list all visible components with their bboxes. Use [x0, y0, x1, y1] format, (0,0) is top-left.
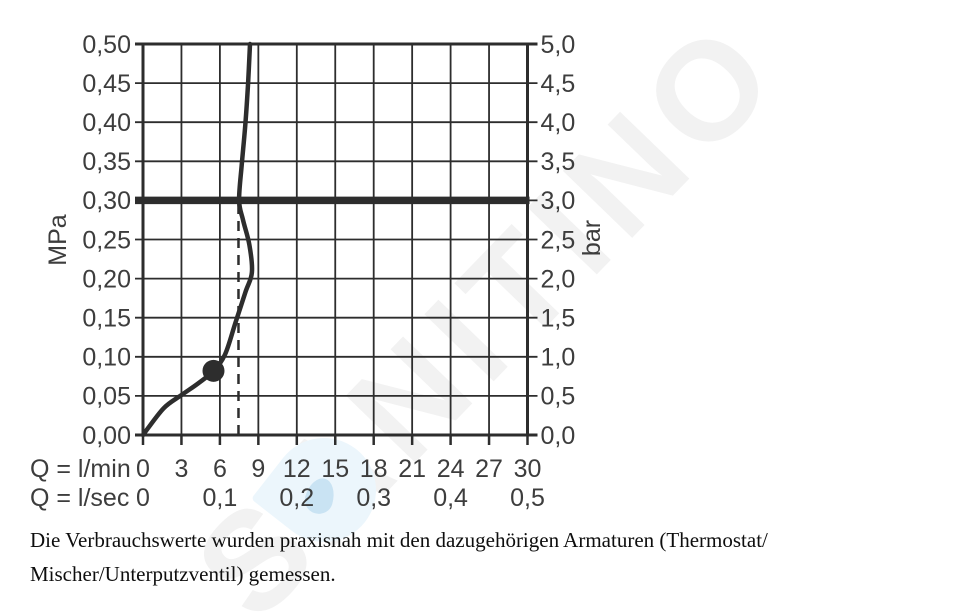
x-axis-unit-lsec: Q = l/sec [30, 484, 129, 512]
x-lmin-tick-label: 30 [514, 455, 542, 483]
y-left-tick-label: 0,00 [82, 422, 131, 450]
y-left-axis-title: MPa [44, 214, 72, 266]
x-lmin-tick-label: 15 [321, 455, 349, 483]
y-right-tick-label: 4,0 [541, 109, 576, 137]
x-lmin-tick-label: 3 [174, 455, 188, 483]
x-lmin-tick-label: 12 [283, 455, 311, 483]
x-lsec-tick-label: 0 [136, 484, 150, 512]
x-lmin-tick-label: 0 [136, 455, 150, 483]
y-left-tick-label: 0,45 [82, 70, 131, 98]
x-lmin-tick-label: 21 [398, 455, 426, 483]
y-left-tick-label: 0,10 [82, 344, 131, 372]
caption-line-2: Mischer/Unterputzventil) gemessen. [30, 562, 336, 586]
y-left-tick-label: 0,35 [82, 148, 131, 176]
y-right-tick-label: 4,5 [541, 70, 576, 98]
y-right-tick-label: 0,5 [541, 383, 576, 411]
y-left-tick-label: 0,05 [82, 383, 131, 411]
flow-curve [140, 41, 255, 438]
y-right-tick-label: 1,5 [541, 304, 576, 332]
x-lsec-tick-label: 0,4 [433, 484, 468, 512]
x-lmin-tick-label: 18 [360, 455, 388, 483]
y-left-tick-label: 0,25 [82, 226, 131, 254]
y-right-tick-label: 5,0 [541, 31, 576, 59]
x-lsec-tick-label: 0,2 [279, 484, 314, 512]
y-right-tick-label: 0,0 [541, 422, 576, 450]
x-lmin-tick-label: 9 [251, 455, 265, 483]
x-lsec-tick-label: 0,1 [203, 484, 238, 512]
y-right-tick-label: 3,5 [541, 148, 576, 176]
x-lsec-tick-label: 0,3 [356, 484, 391, 512]
x-axis-unit-lmin: Q = l/min [30, 455, 131, 483]
x-lmin-tick-label: 27 [475, 455, 503, 483]
x-lsec-tick-label: 0,5 [510, 484, 545, 512]
x-lmin-tick-label: 24 [437, 455, 465, 483]
y-left-tick-label: 0,40 [82, 109, 131, 137]
y-left-tick-label: 0,15 [82, 304, 131, 332]
chart-caption: Die Verbrauchswerte wurden praxisnah mit… [30, 523, 810, 591]
y-right-tick-label: 1,0 [541, 344, 576, 372]
y-left-tick-label: 0,30 [82, 187, 131, 215]
y-left-tick-label: 0,20 [82, 265, 131, 293]
caption-line-1: Die Verbrauchswerte wurden praxisnah mit… [30, 528, 768, 552]
x-lmin-tick-label: 6 [213, 455, 227, 483]
y-right-axis-title: bar [578, 220, 606, 256]
y-right-tick-label: 2,5 [541, 226, 576, 254]
y-left-tick-label: 0,50 [82, 31, 131, 59]
marker-dot [202, 359, 225, 382]
y-right-tick-label: 3,0 [541, 187, 576, 215]
y-right-tick-label: 2,0 [541, 265, 576, 293]
